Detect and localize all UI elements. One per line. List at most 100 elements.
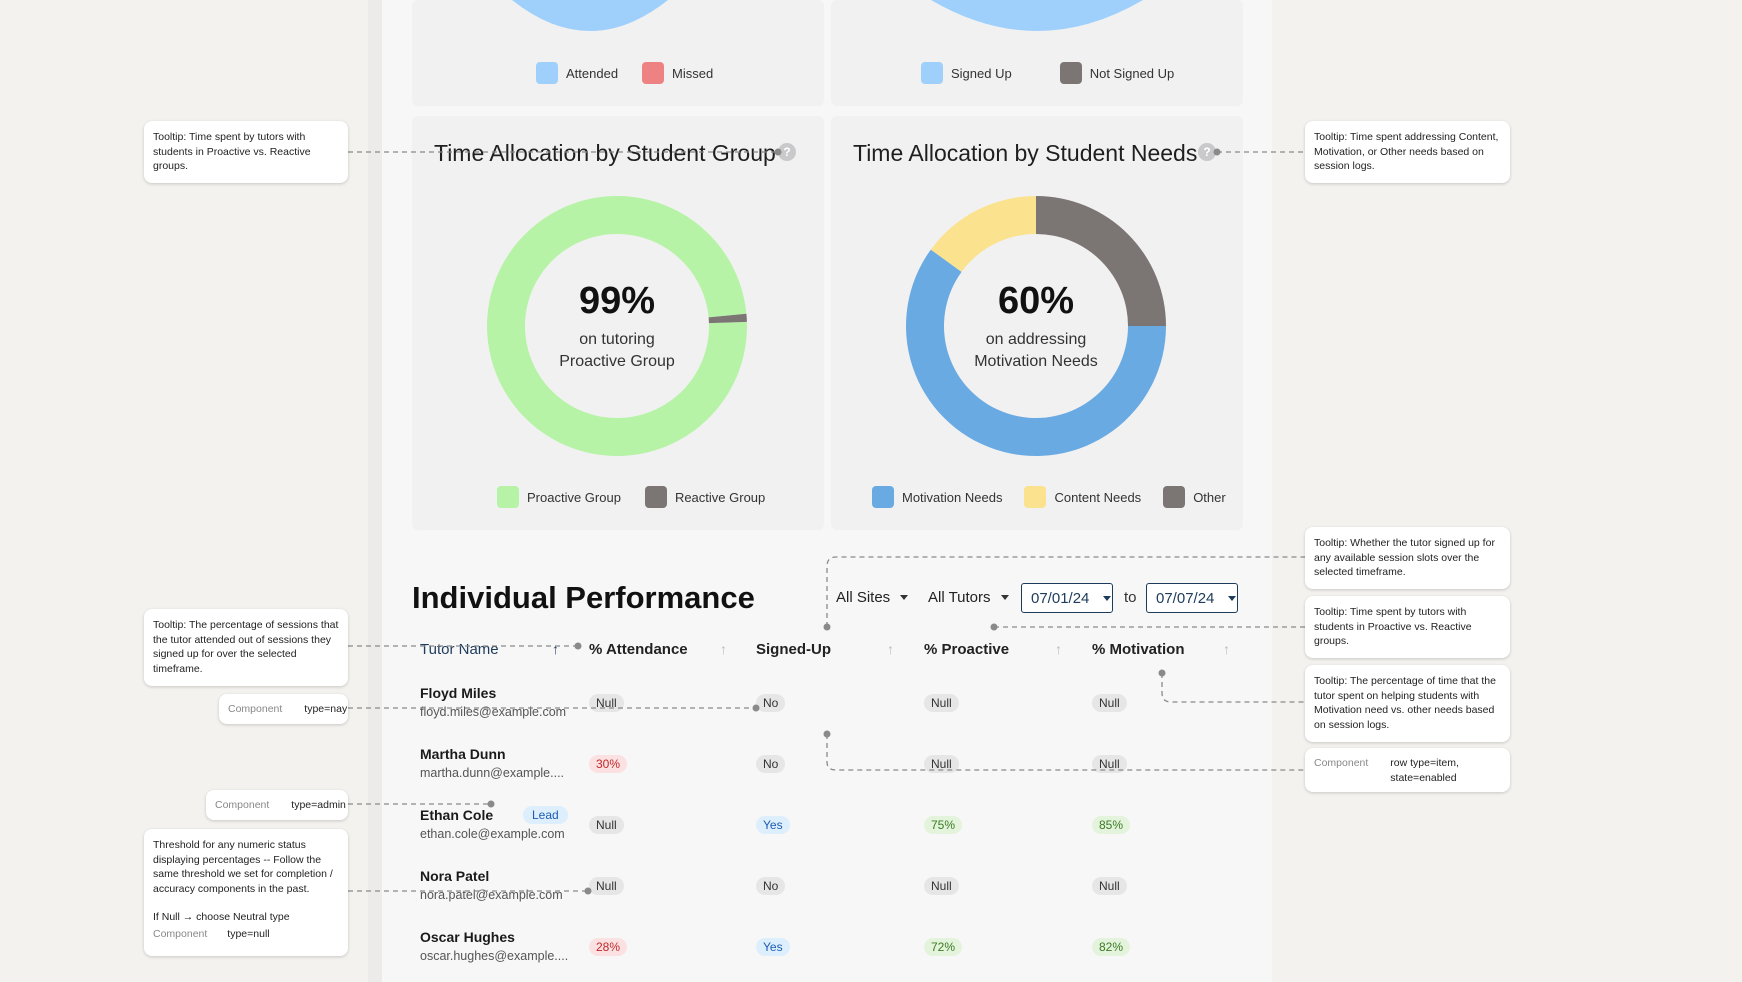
- proactive-pill: Null: [924, 755, 959, 773]
- legend-signed-up: Signed Up: [921, 62, 1012, 84]
- connector-dot: [752, 704, 760, 712]
- connector-dot: [774, 148, 782, 156]
- signed-up-pill: No: [756, 694, 786, 712]
- lead-badge: Lead: [523, 806, 568, 824]
- chevron-down-icon: [1228, 595, 1237, 601]
- attendance-pill: 28%: [589, 938, 628, 956]
- proactive-pill: Null: [924, 694, 959, 712]
- column-header-tutor-name[interactable]: Tutor Name: [420, 641, 499, 658]
- connector-dot: [1158, 669, 1166, 677]
- connector-dot: [574, 642, 582, 650]
- motivation-pill: Null: [1092, 694, 1127, 712]
- sort-arrow-icon[interactable]: ↑: [720, 641, 727, 657]
- attendance-donut-partial: [512, 0, 668, 31]
- tutor-name: Martha Dunn: [420, 746, 506, 762]
- sort-arrow-icon[interactable]: ↑: [1055, 641, 1062, 657]
- legend-not-signed-up-label: Not Signed Up: [1089, 65, 1175, 81]
- tooltip-note-student-group: Tooltip: Time spent by tutors with stude…: [144, 121, 348, 183]
- student-group-center-line1: on tutoring: [579, 331, 655, 348]
- signup-donut-partial: [931, 0, 1143, 31]
- from-date-select[interactable]: 07/01/24: [1021, 583, 1113, 613]
- missed-swatch: [642, 62, 665, 84]
- student-group-legend: Proactive Group Reactive Group: [497, 486, 765, 508]
- component-label: Component: [215, 799, 270, 811]
- sort-arrow-icon[interactable]: ↑: [552, 641, 559, 657]
- threshold-null-rule: If Null → choose Neutral type: [153, 911, 290, 923]
- connector-row-component: [826, 734, 1305, 771]
- component-label: Component: [153, 927, 208, 940]
- tooltip-note-attendance: Tooltip: The percentage of sessions that…: [144, 609, 348, 686]
- sort-arrow-icon[interactable]: ↑: [1223, 641, 1230, 657]
- attended-arc-fill: [512, 0, 668, 31]
- legend-proactive-group-label: Proactive Group: [527, 489, 621, 505]
- student-group-help-icon[interactable]: ?: [778, 143, 796, 161]
- component-label: Component: [228, 703, 283, 715]
- signed-up-pill: Yes: [756, 938, 790, 956]
- legend-motivation-needs-label: Motivation Needs: [902, 489, 1003, 505]
- legend-motivation-needs: Motivation Needs: [872, 486, 1002, 508]
- signed-up-pill: No: [756, 755, 786, 773]
- from-date-value: 07/01/24: [1031, 589, 1090, 607]
- student-needs-center-line2: Motivation Needs: [974, 353, 1098, 370]
- component-type-nay: type=nay: [304, 703, 348, 715]
- legend-content-needs: Content Needs: [1024, 486, 1141, 508]
- proactive-pill: 72%: [924, 938, 963, 956]
- signed-up-swatch: [921, 62, 943, 84]
- student-group-chart-title: Time Allocation by Student Group: [434, 140, 776, 166]
- content-needs-swatch: [1024, 486, 1047, 508]
- legend-other-label: Other: [1193, 489, 1226, 505]
- signed-up-pill: No: [756, 877, 786, 895]
- proactive-pill: 75%: [924, 816, 963, 834]
- attendance-card: [412, 0, 824, 106]
- student-group-center-line2: Proactive Group: [559, 353, 675, 370]
- legend-content-needs-label: Content Needs: [1054, 489, 1142, 505]
- component-type-row: row type=item, state=enabled: [1390, 757, 1459, 784]
- legend-proactive-group: Proactive Group: [497, 486, 621, 508]
- date-range-to-label: to: [1124, 589, 1137, 606]
- connector-motivation-tooltip: [1161, 673, 1305, 703]
- column-header-attendance[interactable]: % Attendance: [589, 641, 688, 658]
- component-type-admin: type=admin: [291, 799, 346, 811]
- signed-up-arc: [931, 0, 1143, 31]
- individual-performance-title: Individual Performance: [412, 580, 755, 615]
- sites-filter-label: All Sites: [836, 589, 891, 606]
- student-needs-card: [831, 116, 1243, 530]
- tutor-name: Ethan Cole: [420, 807, 494, 823]
- sites-filter[interactable]: All Sites: [836, 589, 909, 606]
- column-header-motivation[interactable]: % Motivation: [1092, 641, 1185, 658]
- chevron-down-icon: [1103, 595, 1112, 601]
- sort-arrow-icon[interactable]: ↑: [887, 641, 894, 657]
- column-header-signed-up[interactable]: Signed-Up: [756, 641, 831, 658]
- proactive-pill: Null: [924, 877, 959, 895]
- tutors-filter-label: All Tutors: [928, 589, 991, 606]
- column-header-proactive[interactable]: % Proactive: [924, 641, 1010, 658]
- attendance-pill: Null: [589, 816, 624, 834]
- signup-legend: Signed Up Not Signed Up: [921, 62, 1174, 84]
- tutor-email: oscar.hughes@example....: [420, 949, 569, 963]
- student-needs-donut: [906, 196, 1166, 456]
- student-needs-chart-title: Time Allocation by Student Needs: [853, 140, 1198, 166]
- attendance-pill: Null: [589, 694, 624, 712]
- donut-slice-reactive-group[interactable]: [708, 313, 747, 324]
- student-needs-help-icon[interactable]: ?: [1198, 143, 1216, 161]
- tooltip-note-student-needs: Tooltip: Time spent addressing Content, …: [1305, 121, 1510, 183]
- attended-swatch: [536, 62, 558, 84]
- to-date-select[interactable]: 07/07/24: [1146, 583, 1238, 613]
- component-type-null: type=null: [227, 927, 270, 940]
- student-needs-center-line1: on addressing: [985, 331, 1087, 348]
- student-needs-center-value: 60%: [997, 280, 1075, 322]
- connector-dot: [823, 730, 831, 738]
- chevron-down-icon: [900, 595, 909, 600]
- signup-card: [831, 0, 1243, 106]
- tooltip-note-proactive: Tooltip: Time spent by tutors with stude…: [1305, 596, 1510, 658]
- student-needs-legend: Motivation Needs Content Needs Other: [872, 486, 1226, 508]
- tutors-filter[interactable]: All Tutors: [928, 589, 1009, 606]
- donut-slice-content-needs[interactable]: [930, 196, 1036, 272]
- donut-slice-other[interactable]: [1036, 196, 1166, 326]
- donut-slice-motivation-needs[interactable]: [906, 249, 1166, 456]
- tooltip-note-signed-up: Tooltip: Whether the tutor signed up for…: [1305, 527, 1510, 589]
- connector-dot: [990, 623, 998, 631]
- legend-missed: Missed: [642, 62, 713, 84]
- tutor-name: Floyd Miles: [420, 685, 497, 701]
